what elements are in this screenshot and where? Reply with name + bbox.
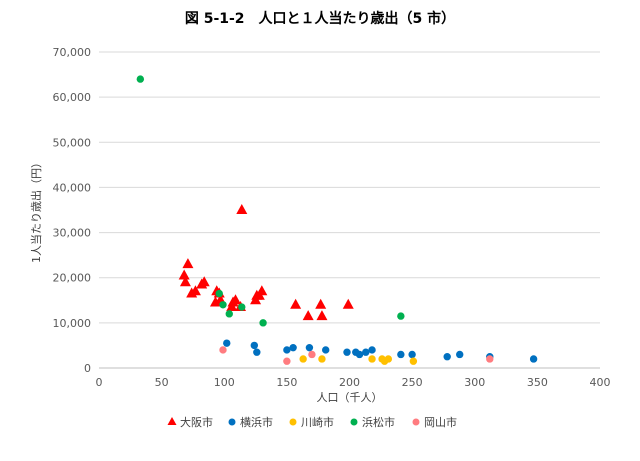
legend-marker-triangle xyxy=(167,417,177,425)
y-tick-label: 50,000 xyxy=(53,136,92,149)
x-tick-label: 250 xyxy=(402,376,423,389)
legend-label: 川崎市 xyxy=(301,415,334,429)
x-tick-label: 0 xyxy=(96,376,103,389)
data-point-circle xyxy=(443,353,451,361)
data-point-circle xyxy=(289,343,297,352)
data-point-circle xyxy=(362,348,370,356)
data-point-triangle xyxy=(342,298,354,309)
chart-title: 図 5-1-2 人口と１人当たり歳出（5 市） xyxy=(184,11,456,27)
data-point-circle xyxy=(250,341,259,350)
x-tick-label: 300 xyxy=(464,376,485,389)
data-point-circle xyxy=(397,350,405,359)
legend-marker-circle xyxy=(412,418,420,426)
data-point-circle xyxy=(318,355,326,363)
data-point-circle xyxy=(136,75,145,83)
x-tick-label: 200 xyxy=(339,376,360,389)
x-tick-label: 350 xyxy=(527,376,548,389)
data-point-circle xyxy=(299,355,307,363)
x-tick-label: 50 xyxy=(155,376,169,389)
legend-label: 大阪市 xyxy=(180,415,213,429)
data-point-triangle xyxy=(230,294,242,305)
data-point-circle xyxy=(409,357,418,365)
data-point-triangle xyxy=(189,285,201,296)
legend-label: 横浜市 xyxy=(240,415,273,429)
data-point-circle xyxy=(384,355,393,363)
data-point-circle xyxy=(308,350,316,359)
data-point-circle xyxy=(343,348,351,356)
legend-label: 岡山市 xyxy=(424,415,457,429)
x-axis-title: 人口（千人） xyxy=(317,391,383,404)
data-point-circle xyxy=(529,355,538,363)
y-tick-label: 0 xyxy=(84,362,91,375)
x-tick-label: 100 xyxy=(214,376,235,389)
data-point-circle xyxy=(223,339,231,347)
y-tick-label: 40,000 xyxy=(53,181,92,194)
data-point-circle xyxy=(486,355,494,363)
data-point-triangle xyxy=(178,269,190,280)
data-point-circle xyxy=(456,350,464,359)
y-tick-label: 70,000 xyxy=(53,46,92,59)
legend-label: 浜松市 xyxy=(362,415,395,429)
data-point-triangle xyxy=(315,298,327,309)
data-point-circle xyxy=(283,346,291,354)
data-point-circle xyxy=(355,350,364,359)
data-point-triangle xyxy=(256,285,268,296)
legend-marker-circle xyxy=(350,418,358,426)
data-point-circle xyxy=(259,319,267,327)
x-tick-label: 150 xyxy=(276,376,297,389)
data-point-circle xyxy=(408,350,416,359)
y-axis-title: 1人当たり歳出（円） xyxy=(29,157,43,263)
data-point-circle xyxy=(368,346,376,354)
data-point-circle xyxy=(305,343,314,352)
data-point-triangle xyxy=(316,310,328,321)
data-point-triangle xyxy=(236,204,248,214)
data-point-circle xyxy=(225,310,233,318)
x-tick-label: 400 xyxy=(590,376,611,389)
data-point-triangle xyxy=(302,310,314,321)
data-point-circle xyxy=(215,289,223,298)
y-tick-label: 10,000 xyxy=(53,317,92,330)
data-point-circle xyxy=(368,355,376,363)
y-tick-label: 20,000 xyxy=(53,272,92,285)
legend-marker-circle xyxy=(289,418,297,426)
data-point-circle xyxy=(238,303,246,311)
legend-marker-circle xyxy=(228,418,236,426)
data-point-triangle xyxy=(182,258,194,269)
data-point-triangle xyxy=(198,276,210,287)
y-tick-label: 60,000 xyxy=(53,91,92,104)
data-point-circle xyxy=(219,346,227,354)
data-point-triangle xyxy=(179,276,191,287)
data-point-circle xyxy=(253,348,261,356)
data-point-circle xyxy=(397,312,405,320)
data-point-circle xyxy=(322,346,330,354)
data-point-circle xyxy=(283,357,291,365)
y-tick-label: 30,000 xyxy=(53,227,92,240)
data-point-triangle xyxy=(290,298,302,309)
data-point-circle xyxy=(219,301,227,309)
